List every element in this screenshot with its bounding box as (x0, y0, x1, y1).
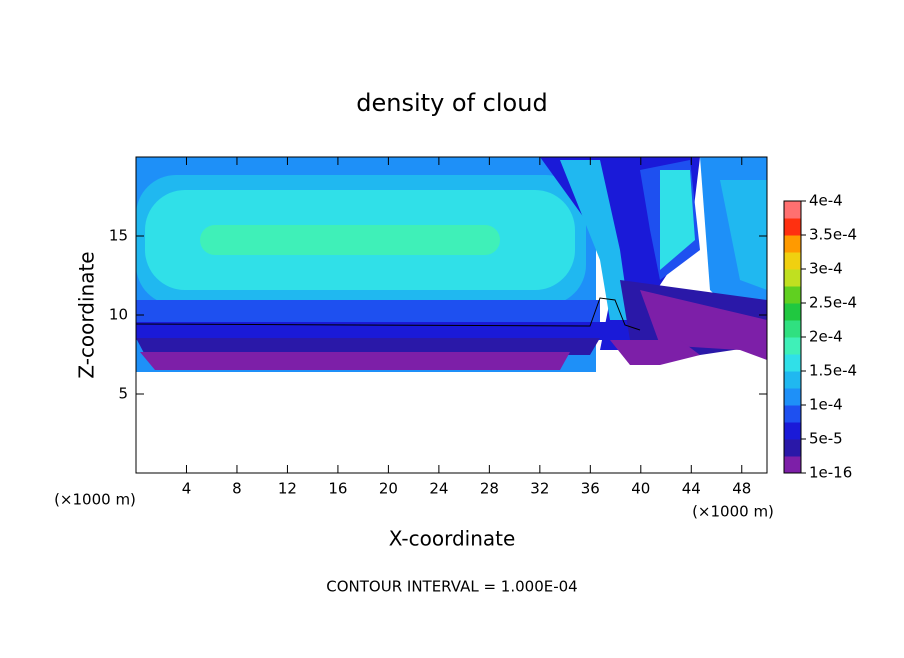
colorbar-band (784, 235, 801, 253)
colorbar-band (784, 320, 801, 338)
chart-title: density of cloud (356, 89, 547, 117)
y-axis-label: Z-coordinate (75, 251, 99, 378)
colorbar-label: 1.5e-4 (809, 362, 857, 380)
contour-field (135, 157, 767, 372)
colorbar-band (784, 405, 801, 423)
colorbar-label: 3e-4 (809, 260, 843, 278)
colorbar-label: 2.5e-4 (809, 294, 857, 312)
x-tick-label: 44 (682, 480, 701, 498)
y-tick-label: 5 (118, 385, 128, 403)
colorbar-band (784, 439, 801, 457)
colorbar-band (784, 269, 801, 287)
colorbar-band (784, 456, 801, 474)
x-tick-label: 36 (581, 480, 600, 498)
x-tick-label: 12 (278, 480, 297, 498)
y-tick-label: 10 (109, 306, 128, 324)
colorbar-label: 1e-16 (809, 464, 852, 482)
colorbar-band (784, 218, 801, 236)
colorbar-label: 1e-4 (809, 396, 843, 414)
colorbar-label: 4e-4 (809, 192, 843, 210)
colorbar-band (784, 354, 801, 372)
colorbar-band (784, 201, 801, 219)
colorbar-band (784, 252, 801, 270)
colorbar-band (784, 286, 801, 304)
colorbar-band (784, 337, 801, 355)
x-tick-label: 4 (182, 480, 192, 498)
x-tick-label: 16 (328, 480, 347, 498)
contour-note: CONTOUR INTERVAL = 1.000E-04 (326, 578, 577, 596)
colorbar-band (784, 422, 801, 440)
colorbar-band (784, 303, 801, 321)
x-tick-label: 20 (379, 480, 398, 498)
x-tick-label: 40 (631, 480, 650, 498)
colorbar-label: 3.5e-4 (809, 226, 857, 244)
x-tick-label: 32 (530, 480, 549, 498)
y-unit: (×1000 m) (692, 503, 774, 521)
colorbar-band (784, 371, 801, 389)
colorbar-band (784, 388, 801, 406)
x-unit: (×1000 m) (54, 491, 136, 509)
x-axis-label: X-coordinate (389, 527, 516, 551)
colorbar-label: 2e-4 (809, 328, 843, 346)
colorbar-label: 5e-5 (809, 430, 843, 448)
x-tick-label: 24 (429, 480, 448, 498)
x-tick-label: 8 (232, 480, 242, 498)
y-tick-label: 15 (109, 227, 128, 245)
x-tick-label: 28 (480, 480, 499, 498)
x-tick-label: 48 (732, 480, 751, 498)
